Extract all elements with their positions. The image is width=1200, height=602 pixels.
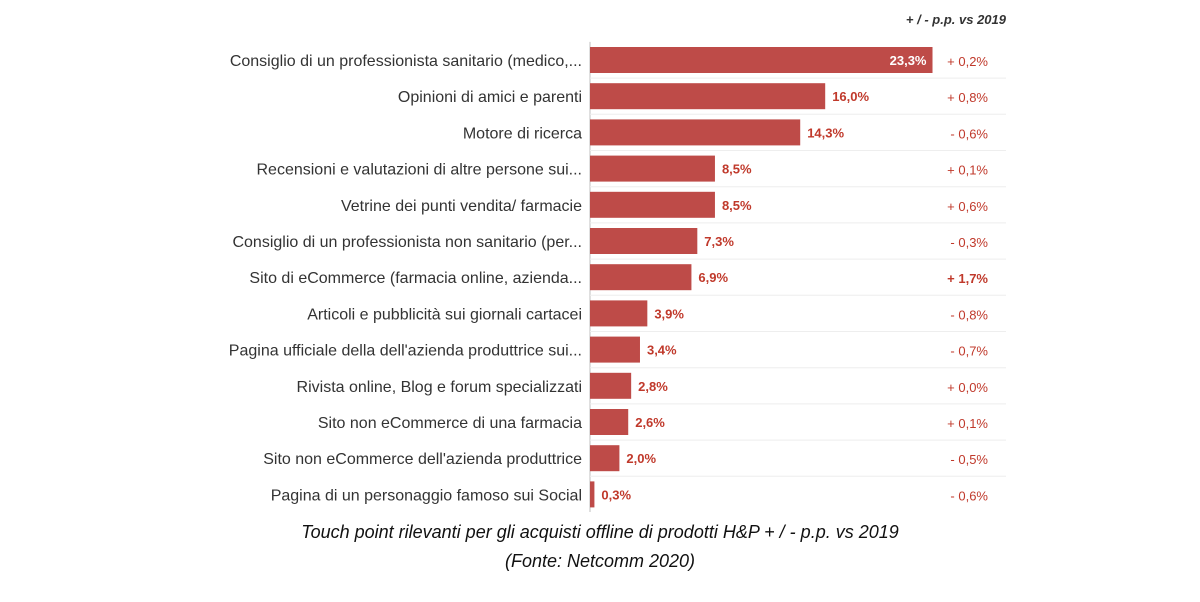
bar-chart: + / - p.p. vs 2019 Consiglio di un profes… xyxy=(229,12,1007,512)
data-label: 2,0% xyxy=(626,451,656,466)
bar xyxy=(590,409,629,435)
category-label: Recensioni e valutazioni di altre person… xyxy=(256,162,582,179)
data-label: 7,3% xyxy=(704,234,734,249)
delta-label: + 0,1% xyxy=(947,163,988,178)
delta-label: - 0,3% xyxy=(950,235,988,250)
chart-source: (Fonte: Netcomm 2020) xyxy=(504,551,696,571)
bar xyxy=(590,300,648,327)
data-label: 8,5% xyxy=(722,162,752,177)
delta-label: + 0,1% xyxy=(947,416,988,431)
category-label: Opinioni di amici e parenti xyxy=(398,89,582,106)
category-label: Vetrine dei punti vendita/ farmacie xyxy=(341,198,582,215)
data-label: 3,9% xyxy=(654,306,684,321)
delta-label: - 0,5% xyxy=(950,452,988,467)
category-label: Sito non eCommerce di una farmacia xyxy=(318,415,582,432)
delta-label: - 0,7% xyxy=(950,344,988,359)
data-label: 8,5% xyxy=(722,198,752,213)
category-label: Rivista online, Blog e forum specializza… xyxy=(297,379,582,396)
bar xyxy=(590,47,933,73)
bar xyxy=(590,191,715,218)
delta-label: + 0,8% xyxy=(947,90,988,105)
delta-label: + 0,6% xyxy=(947,199,988,214)
bar xyxy=(590,228,698,254)
category-label: Sito di eCommerce (farmacia online, azie… xyxy=(249,270,582,287)
bar xyxy=(590,372,632,399)
delta-label: + 1,7% xyxy=(947,271,988,286)
data-label: 3,4% xyxy=(647,343,677,358)
category-label: Pagina di un personaggio famoso sui Soci… xyxy=(271,487,582,504)
category-label: Consiglio di un professionista non sanit… xyxy=(232,234,582,251)
category-label: Consiglio di un professionista sanitario… xyxy=(230,53,582,70)
data-label: 6,9% xyxy=(698,270,728,285)
data-label: 0,3% xyxy=(601,487,631,502)
category-label: Sito non eCommerce dell'azienda produttr… xyxy=(263,451,582,468)
bar xyxy=(590,155,715,182)
delta-label: + 0,0% xyxy=(947,380,988,395)
bar xyxy=(590,264,692,291)
data-label: 14,3% xyxy=(807,125,844,140)
data-label: 16,0% xyxy=(832,89,869,104)
delta-label: - 0,8% xyxy=(950,307,988,322)
chart-caption: Touch point rilevanti per gli acquisti o… xyxy=(301,522,899,542)
category-label: Pagina ufficiale della dell'azienda prod… xyxy=(229,343,582,360)
data-label: 23,3% xyxy=(890,53,927,68)
delta-column-header: + / - p.p. vs 2019 xyxy=(906,12,1007,27)
bar xyxy=(590,83,826,110)
delta-label: - 0,6% xyxy=(950,126,988,141)
bar xyxy=(590,445,620,472)
category-label: Motore di ricerca xyxy=(463,125,582,142)
delta-label: - 0,6% xyxy=(950,488,988,503)
bar xyxy=(590,119,801,146)
category-label: Articoli e pubblicità sui giornali carta… xyxy=(307,306,582,323)
bar xyxy=(590,481,595,508)
delta-label: + 0,2% xyxy=(947,54,988,69)
bar xyxy=(590,336,640,363)
data-label: 2,8% xyxy=(638,379,668,394)
data-label: 2,6% xyxy=(635,415,665,430)
